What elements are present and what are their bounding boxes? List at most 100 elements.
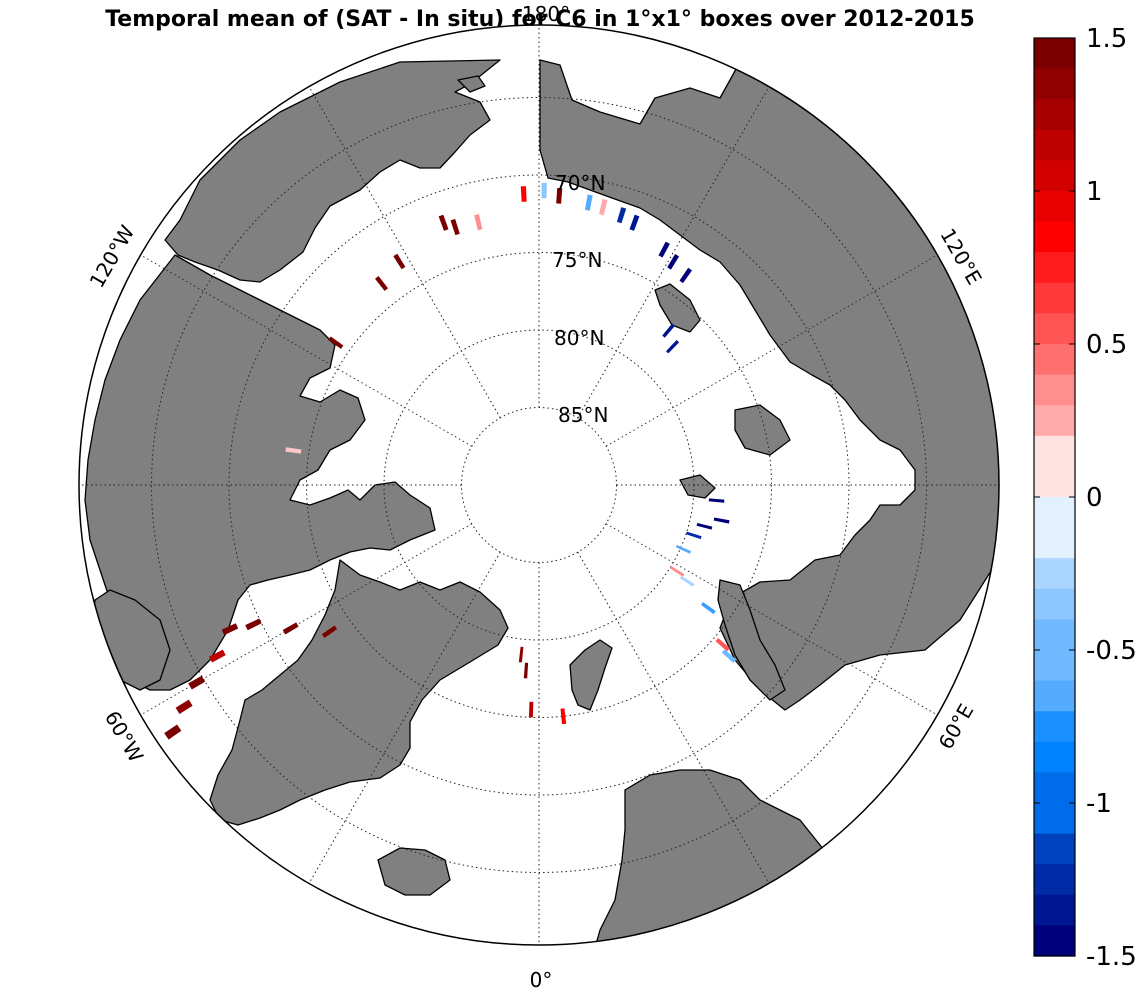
meridian-210 bbox=[308, 86, 501, 419]
colorbar-tick-1.5: 1.5 bbox=[1086, 24, 1127, 54]
land-svalbard bbox=[569, 639, 613, 711]
colorbar-band-27 bbox=[1034, 864, 1075, 896]
parallel-65 bbox=[151, 97, 927, 873]
anomaly-box-10 bbox=[662, 323, 675, 338]
anomaly-box-31 bbox=[560, 708, 567, 725]
meridian-330 bbox=[308, 551, 501, 884]
colorbar-tick-0: 0 bbox=[1086, 483, 1103, 513]
anomaly-box-12 bbox=[438, 214, 449, 231]
anomaly-box-21 bbox=[686, 531, 702, 540]
colorbar-band-7 bbox=[1034, 252, 1075, 284]
anomaly-box-20 bbox=[696, 523, 713, 530]
anomaly-box-27 bbox=[721, 649, 737, 663]
colorbar-band-25 bbox=[1034, 803, 1075, 835]
colorbar-tick-neg1: -1 bbox=[1086, 789, 1112, 819]
colorbar-band-21 bbox=[1034, 680, 1075, 712]
anomaly-box-17 bbox=[328, 336, 344, 349]
map-frame bbox=[78, 24, 1000, 946]
colorbar-band-14 bbox=[1034, 466, 1075, 498]
anomaly-box-37 bbox=[188, 675, 206, 690]
colorbar-band-15 bbox=[1034, 497, 1075, 529]
colorbar-band-29 bbox=[1034, 925, 1075, 957]
land-novaya-zemlya bbox=[717, 579, 786, 701]
colorbar-band-17 bbox=[1034, 558, 1075, 590]
anomaly-box-32 bbox=[321, 625, 338, 638]
colorbar-band-9 bbox=[1034, 313, 1075, 345]
colorbar-band-1 bbox=[1034, 68, 1075, 100]
meridian-300 bbox=[140, 523, 473, 716]
lat-label-80: 80°N bbox=[554, 326, 604, 350]
colorbar-tick-0.5: 0.5 bbox=[1086, 330, 1127, 360]
lat-label-70: 70°N bbox=[555, 171, 605, 195]
colorbar-tick-1: 1 bbox=[1086, 177, 1103, 207]
anomaly-box-22 bbox=[675, 545, 692, 554]
anomaly-box-29 bbox=[523, 662, 529, 679]
colorbar-band-19 bbox=[1034, 619, 1075, 651]
colorbar-band-8 bbox=[1034, 282, 1075, 314]
colorbar-ticks bbox=[1034, 37, 1075, 957]
anomaly-box-26 bbox=[715, 638, 730, 652]
colorbar-band-11 bbox=[1034, 374, 1075, 406]
anomaly-box-39 bbox=[164, 724, 182, 740]
meridian-120 bbox=[605, 254, 938, 447]
land-alaska bbox=[164, 59, 501, 283]
anomaly-box-30 bbox=[528, 701, 534, 718]
anomaly-box-7 bbox=[658, 241, 670, 258]
anomaly-box-16 bbox=[375, 276, 388, 291]
anomaly-box-34 bbox=[245, 618, 262, 631]
land-new-siberian bbox=[654, 283, 701, 333]
anomaly-box-2 bbox=[541, 182, 547, 199]
meridian-240 bbox=[140, 254, 473, 447]
colorbar-band-0 bbox=[1034, 38, 1075, 70]
anomaly-box-25 bbox=[701, 602, 716, 615]
anomaly-box-35 bbox=[221, 623, 239, 636]
colorbar bbox=[1034, 38, 1075, 957]
colorbar-band-4 bbox=[1034, 160, 1075, 192]
lat-label-85: 85°N bbox=[558, 403, 608, 427]
colorbar-band-20 bbox=[1034, 650, 1075, 682]
anomaly-box-28 bbox=[518, 646, 524, 663]
lon-label-0: 0° bbox=[530, 968, 553, 992]
anomaly-box-33 bbox=[282, 622, 299, 635]
anomaly-box-5 bbox=[616, 207, 627, 224]
anomaly-box-19 bbox=[713, 517, 730, 524]
anomaly-box-6 bbox=[629, 214, 640, 231]
parallel-70 bbox=[228, 174, 850, 796]
lon-label-180: 180° bbox=[522, 2, 570, 26]
colorbar-band-5 bbox=[1034, 191, 1075, 223]
anomaly-box-4 bbox=[599, 199, 608, 216]
colorbar-tick-neg1.5: -1.5 bbox=[1086, 942, 1137, 972]
colorbar-band-6 bbox=[1034, 221, 1075, 253]
colorbar-band-16 bbox=[1034, 527, 1075, 559]
anomaly-box-38 bbox=[175, 699, 193, 714]
colorbar-band-22 bbox=[1034, 711, 1075, 743]
colorbar-band-26 bbox=[1034, 833, 1075, 865]
colorbar-band-23 bbox=[1034, 741, 1075, 773]
anomaly-box-0 bbox=[556, 188, 563, 204]
colorbar-band-2 bbox=[1034, 99, 1075, 131]
colorbar-band-12 bbox=[1034, 405, 1075, 437]
meridian-150 bbox=[577, 86, 770, 419]
anomaly-box-3 bbox=[585, 194, 593, 211]
anomaly-box-36 bbox=[209, 649, 226, 663]
anomaly-box-8 bbox=[667, 254, 680, 270]
meridian-60 bbox=[605, 523, 938, 716]
colorbar-band-18 bbox=[1034, 588, 1075, 620]
colorbar-band-13 bbox=[1034, 435, 1075, 467]
colorbar-band-10 bbox=[1034, 344, 1075, 376]
anomaly-box-18 bbox=[708, 498, 725, 503]
colorbar-band-24 bbox=[1034, 772, 1075, 804]
anomaly-box-24 bbox=[679, 575, 695, 587]
parallel-75 bbox=[306, 252, 772, 718]
lat-label-75: 75°N bbox=[552, 248, 602, 272]
anomaly-box-9 bbox=[679, 267, 692, 284]
anomaly-box-23 bbox=[669, 566, 685, 577]
anomaly-box-14 bbox=[474, 214, 483, 231]
land-wrangel bbox=[457, 75, 486, 93]
land-franz-josef bbox=[679, 474, 716, 499]
land-iceland bbox=[377, 847, 451, 896]
anomaly-box-13 bbox=[450, 218, 460, 236]
colorbar-tick-neg0.5: -0.5 bbox=[1086, 636, 1137, 666]
land-severnaya-zemlya bbox=[734, 404, 791, 456]
